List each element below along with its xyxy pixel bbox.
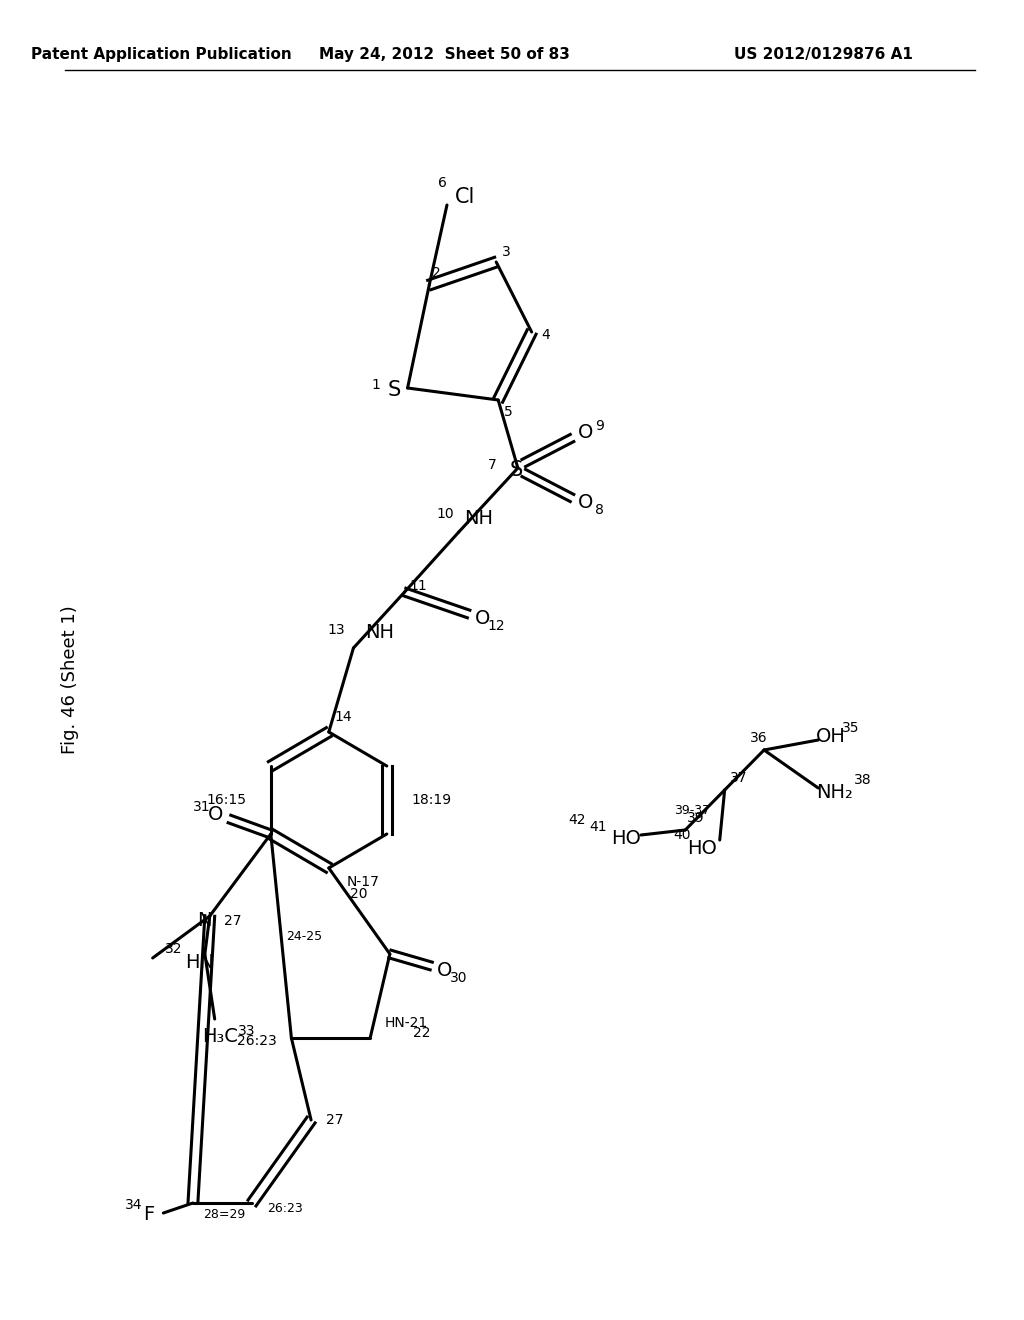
Text: 4: 4 bbox=[541, 327, 550, 342]
Text: 27: 27 bbox=[223, 913, 241, 928]
Text: 42: 42 bbox=[568, 813, 586, 828]
Text: O: O bbox=[208, 804, 223, 824]
Text: 10: 10 bbox=[436, 507, 454, 521]
Text: 26:23: 26:23 bbox=[237, 1034, 276, 1048]
Text: 22: 22 bbox=[413, 1026, 430, 1040]
Text: HO: HO bbox=[611, 829, 641, 847]
Text: HN: HN bbox=[185, 953, 214, 972]
Text: Cl: Cl bbox=[455, 187, 475, 207]
Text: 18:19: 18:19 bbox=[412, 793, 452, 807]
Text: HO: HO bbox=[687, 838, 717, 858]
Text: S: S bbox=[387, 380, 400, 400]
Text: 27: 27 bbox=[326, 1113, 343, 1127]
Text: 39-37: 39-37 bbox=[674, 804, 710, 817]
Text: 8: 8 bbox=[595, 503, 604, 517]
Text: 37: 37 bbox=[729, 771, 748, 785]
Text: 1: 1 bbox=[372, 378, 381, 392]
Text: 6: 6 bbox=[437, 176, 446, 190]
Text: 40: 40 bbox=[674, 828, 691, 842]
Text: 38: 38 bbox=[854, 774, 871, 787]
Text: NH: NH bbox=[366, 623, 394, 643]
Text: 14: 14 bbox=[335, 710, 352, 723]
Text: HN-21: HN-21 bbox=[385, 1016, 428, 1030]
Text: NH₂: NH₂ bbox=[816, 783, 853, 801]
Text: O: O bbox=[475, 610, 490, 628]
Text: 35: 35 bbox=[842, 721, 859, 735]
Text: H₃C: H₃C bbox=[202, 1027, 238, 1047]
Text: 5: 5 bbox=[504, 405, 512, 418]
Text: O: O bbox=[579, 494, 594, 512]
Text: 28=29: 28=29 bbox=[203, 1209, 245, 1221]
Text: N: N bbox=[198, 912, 212, 931]
Text: 26:23: 26:23 bbox=[267, 1201, 302, 1214]
Text: 13: 13 bbox=[328, 623, 345, 638]
Text: 41: 41 bbox=[589, 820, 606, 834]
Text: 7: 7 bbox=[487, 458, 497, 473]
Text: 11: 11 bbox=[410, 579, 427, 593]
Text: 9: 9 bbox=[595, 418, 604, 433]
Text: US 2012/0129876 A1: US 2012/0129876 A1 bbox=[733, 48, 912, 62]
Text: 24-25: 24-25 bbox=[286, 929, 323, 942]
Text: S: S bbox=[509, 459, 522, 480]
Text: OH: OH bbox=[816, 726, 846, 746]
Text: 12: 12 bbox=[487, 619, 505, 634]
Text: Fig. 46 (Sheet 1): Fig. 46 (Sheet 1) bbox=[60, 606, 79, 754]
Text: 32: 32 bbox=[165, 942, 182, 956]
Text: 31: 31 bbox=[194, 800, 211, 814]
Text: 3: 3 bbox=[502, 246, 510, 259]
Text: 20: 20 bbox=[350, 887, 368, 902]
Text: 16:15: 16:15 bbox=[206, 793, 246, 807]
Text: 36: 36 bbox=[751, 731, 768, 744]
Text: 30: 30 bbox=[450, 972, 468, 985]
Text: N-17: N-17 bbox=[346, 875, 380, 888]
Text: O: O bbox=[579, 424, 594, 442]
Text: 34: 34 bbox=[125, 1199, 142, 1212]
Text: NH: NH bbox=[464, 508, 493, 528]
Text: F: F bbox=[143, 1205, 155, 1225]
Text: 39: 39 bbox=[687, 810, 705, 825]
Text: 2: 2 bbox=[432, 267, 441, 280]
Text: May 24, 2012  Sheet 50 of 83: May 24, 2012 Sheet 50 of 83 bbox=[318, 48, 569, 62]
Text: Patent Application Publication: Patent Application Publication bbox=[31, 48, 292, 62]
Text: O: O bbox=[437, 961, 453, 981]
Text: 33: 33 bbox=[238, 1024, 255, 1038]
